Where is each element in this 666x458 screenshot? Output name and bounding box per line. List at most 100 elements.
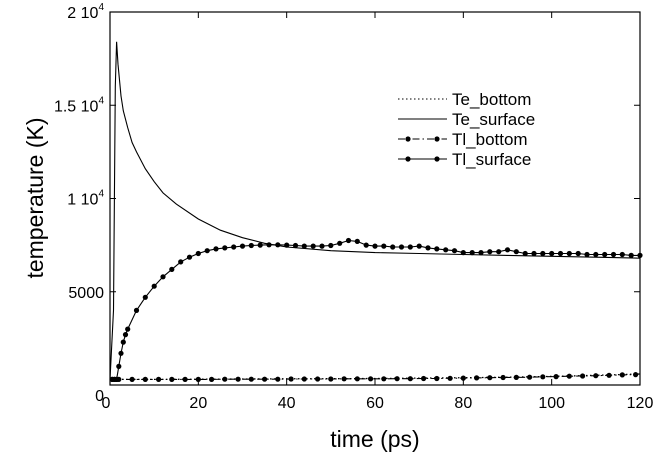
data-point-tl-surface xyxy=(354,238,360,244)
data-point-tl-bottom xyxy=(381,376,387,382)
data-point-tl-bottom xyxy=(235,376,241,382)
data-point-tl-surface xyxy=(266,242,272,248)
data-point-tl-surface xyxy=(114,376,120,382)
data-point-tl-bottom xyxy=(500,374,506,381)
legend-label-te-bottom: Te_bottom xyxy=(452,90,531,109)
data-point-tl-bottom xyxy=(447,375,453,381)
data-point-tl-surface xyxy=(310,243,316,249)
data-point-tl-bottom xyxy=(368,376,374,382)
y-tick-label: 2 104 xyxy=(67,2,104,22)
data-point-tl-bottom xyxy=(527,374,533,380)
data-point-tl-surface xyxy=(160,274,166,280)
data-point-tl-surface xyxy=(602,251,608,258)
y-tick-exponent: 4 xyxy=(98,2,104,13)
data-point-tl-surface xyxy=(372,243,378,249)
data-point-tl-surface xyxy=(239,243,246,249)
data-point-tl-surface xyxy=(425,245,431,251)
data-point-tl-surface xyxy=(328,242,334,249)
x-tick-label: 100 xyxy=(538,395,565,412)
data-point-tl-surface xyxy=(593,251,599,258)
data-point-tl-surface xyxy=(195,250,201,257)
data-point-tl-bottom xyxy=(540,374,546,380)
data-point-tl-bottom xyxy=(460,375,466,381)
y-tick-label: 1 104 xyxy=(67,189,104,209)
data-point-tl-surface xyxy=(549,250,555,257)
data-point-tl-bottom xyxy=(315,376,321,382)
data-point-tl-bottom xyxy=(288,376,294,382)
legend-label-tl-bottom: Tl_bottom xyxy=(452,130,528,149)
data-point-tl-surface xyxy=(487,249,493,255)
y-axis-title: temperature (K) xyxy=(22,117,48,278)
data-point-tl-bottom xyxy=(513,374,519,380)
x-tick-label: 20 xyxy=(189,395,207,412)
data-point-tl-surface xyxy=(390,244,396,250)
data-point-tl-surface xyxy=(125,326,131,332)
data-point-tl-bottom xyxy=(434,375,440,382)
data-point-tl-surface xyxy=(522,250,528,257)
data-point-tl-bottom xyxy=(328,376,334,382)
data-point-tl-bottom xyxy=(619,372,625,378)
data-point-tl-surface xyxy=(213,246,219,252)
data-point-tl-surface xyxy=(557,250,564,257)
data-point-tl-surface xyxy=(443,247,449,253)
series-line-tl-surface xyxy=(112,239,640,380)
data-point-tl-surface xyxy=(416,243,422,249)
legend-label-te-surface: Te_surface xyxy=(452,110,535,129)
data-point-tl-surface xyxy=(531,250,537,257)
data-point-tl-bottom xyxy=(248,376,254,382)
series-line-te-surface xyxy=(109,41,641,380)
data-point-tl-surface xyxy=(118,350,124,356)
x-tick-label: 0 xyxy=(102,395,111,412)
data-point-tl-surface xyxy=(248,242,254,249)
data-point-tl-surface xyxy=(566,250,572,257)
x-axis-title: time (ps) xyxy=(330,426,419,452)
data-point-tl-surface xyxy=(231,244,237,250)
data-point-tl-bottom xyxy=(566,373,572,379)
data-point-tl-bottom xyxy=(262,376,268,382)
data-point-tl-surface xyxy=(133,307,140,313)
data-point-tl-surface xyxy=(292,242,299,249)
data-point-tl-surface xyxy=(451,248,458,254)
data-point-tl-surface xyxy=(151,283,157,289)
data-point-tl-surface xyxy=(222,245,228,251)
data-point-tl-surface xyxy=(337,240,343,246)
x-tick-label: 80 xyxy=(454,395,472,412)
data-point-tl-surface xyxy=(628,252,634,258)
data-point-tl-bottom xyxy=(182,376,188,382)
tick-layer: 0 20 40 60 80 100 120 0 5000 1 104 1.5 104 2 104 xyxy=(54,2,653,412)
data-point-tl-surface xyxy=(407,244,413,250)
data-point-tl-surface xyxy=(381,243,387,249)
data-point-tl-bottom xyxy=(606,372,612,378)
data-point-tl-surface xyxy=(120,339,126,345)
data-point-tl-surface xyxy=(496,249,502,255)
data-point-tl-surface xyxy=(275,242,281,248)
data-point-tl-surface xyxy=(122,332,129,338)
data-point-tl-bottom xyxy=(633,372,639,378)
data-point-tl-surface xyxy=(469,250,475,256)
x-tick-label: 120 xyxy=(627,395,654,412)
data-point-tl-bottom xyxy=(142,376,148,382)
data-point-tl-surface xyxy=(363,242,369,248)
data-point-tl-surface xyxy=(460,250,466,256)
data-point-tl-bottom xyxy=(222,376,228,382)
data-point-tl-bottom xyxy=(275,376,281,382)
data-point-tl-surface xyxy=(434,246,440,252)
legend-label-tl-surface: Tl_surface xyxy=(452,150,531,169)
data-point-tl-bottom xyxy=(354,376,360,382)
data-point-tl-surface xyxy=(204,248,210,254)
data-point-tl-surface xyxy=(398,244,405,250)
data-point-tl-bottom xyxy=(209,376,215,382)
legend-marker-tl-surface xyxy=(405,156,411,162)
data-point-tl-surface xyxy=(169,266,175,272)
legend-marker-tl-bottom xyxy=(434,136,440,142)
data-point-tl-bottom xyxy=(394,376,400,382)
data-point-tl-bottom xyxy=(421,375,427,382)
data-point-tl-surface xyxy=(178,259,184,265)
data-point-tl-surface xyxy=(257,242,263,248)
y-tick-exponent: 4 xyxy=(98,95,104,106)
y-tick-exponent: 4 xyxy=(98,189,104,200)
y-tick-label: 1.5 104 xyxy=(54,95,104,115)
data-point-tl-surface xyxy=(478,250,484,256)
data-point-tl-surface xyxy=(575,250,581,257)
